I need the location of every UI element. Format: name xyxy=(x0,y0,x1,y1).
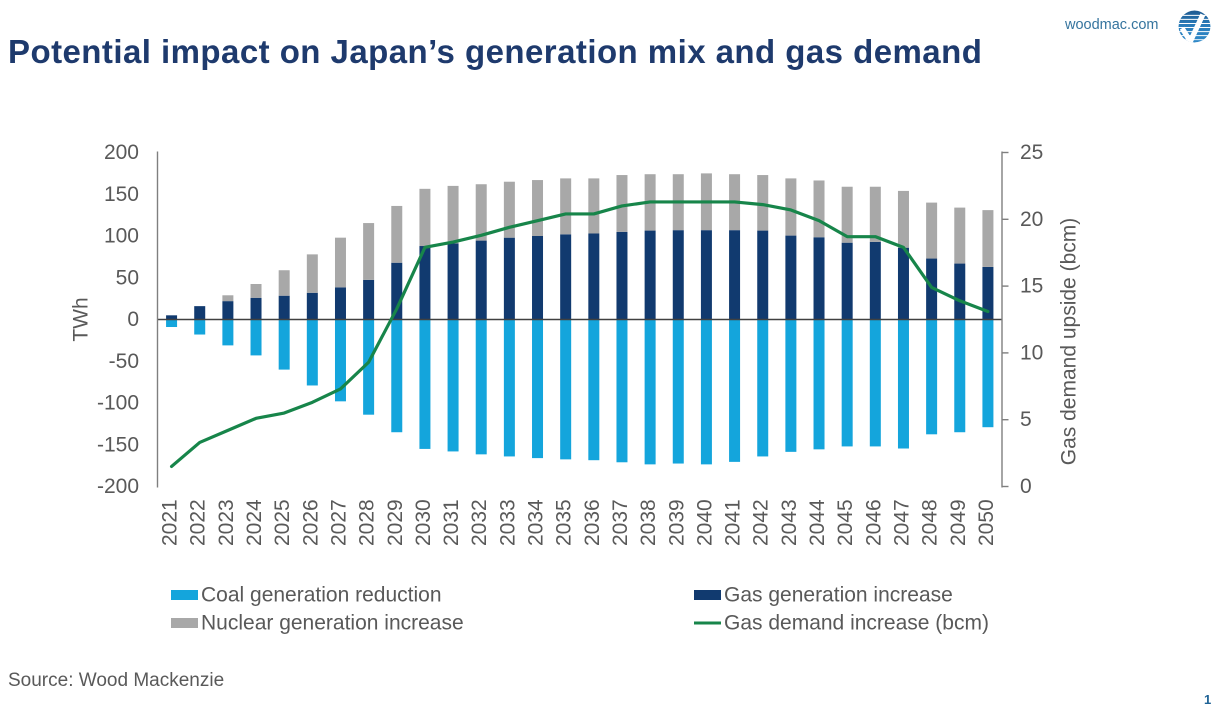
svg-text:Nuclear generation increase: Nuclear generation increase xyxy=(201,612,464,635)
svg-text:2030: 2030 xyxy=(412,499,435,546)
svg-text:2048: 2048 xyxy=(919,499,942,546)
svg-text:-100: -100 xyxy=(97,392,139,415)
svg-text:2028: 2028 xyxy=(356,499,379,546)
svg-text:0: 0 xyxy=(1020,475,1032,498)
svg-text:2044: 2044 xyxy=(806,499,829,546)
svg-text:0: 0 xyxy=(127,308,139,331)
svg-text:2031: 2031 xyxy=(440,499,463,546)
svg-text:50: 50 xyxy=(116,266,139,289)
svg-text:Gas generation increase: Gas generation increase xyxy=(724,584,953,607)
svg-text:2041: 2041 xyxy=(722,499,745,546)
svg-text:2046: 2046 xyxy=(862,499,885,546)
svg-text:-150: -150 xyxy=(97,433,139,456)
svg-text:2050: 2050 xyxy=(975,499,998,546)
svg-text:-200: -200 xyxy=(97,475,139,498)
svg-text:2045: 2045 xyxy=(834,499,857,546)
svg-text:2021: 2021 xyxy=(159,499,182,546)
svg-text:2035: 2035 xyxy=(553,499,576,546)
svg-text:2024: 2024 xyxy=(243,499,266,546)
svg-text:-50: -50 xyxy=(109,350,139,373)
svg-text:2047: 2047 xyxy=(890,499,913,546)
svg-text:2042: 2042 xyxy=(750,499,773,546)
svg-text:200: 200 xyxy=(104,141,139,164)
svg-text:2029: 2029 xyxy=(384,499,407,546)
svg-text:2038: 2038 xyxy=(637,499,660,546)
svg-text:100: 100 xyxy=(104,225,139,248)
svg-text:2032: 2032 xyxy=(468,499,491,546)
svg-text:2039: 2039 xyxy=(665,499,688,546)
svg-text:Gas demand upside (bcm): Gas demand upside (bcm) xyxy=(1058,218,1081,465)
svg-text:2022: 2022 xyxy=(187,499,210,546)
svg-text:2033: 2033 xyxy=(496,499,519,546)
svg-text:2034: 2034 xyxy=(525,499,548,546)
svg-text:Gas demand increase (bcm): Gas demand increase (bcm) xyxy=(724,612,989,635)
svg-text:10: 10 xyxy=(1020,341,1043,364)
svg-text:2043: 2043 xyxy=(778,499,801,546)
svg-text:2027: 2027 xyxy=(327,499,350,546)
svg-text:2037: 2037 xyxy=(609,499,632,546)
svg-text:25: 25 xyxy=(1020,141,1043,164)
svg-text:2049: 2049 xyxy=(947,499,970,546)
svg-text:150: 150 xyxy=(104,183,139,206)
svg-text:2026: 2026 xyxy=(299,499,322,546)
svg-text:2025: 2025 xyxy=(271,499,294,546)
svg-text:TWh: TWh xyxy=(70,297,93,341)
svg-text:2036: 2036 xyxy=(581,499,604,546)
svg-text:Coal generation reduction: Coal generation reduction xyxy=(201,584,442,607)
svg-text:2040: 2040 xyxy=(693,499,716,546)
svg-text:5: 5 xyxy=(1020,408,1032,431)
svg-text:15: 15 xyxy=(1020,275,1043,298)
svg-text:2023: 2023 xyxy=(215,499,238,546)
svg-text:20: 20 xyxy=(1020,208,1043,231)
